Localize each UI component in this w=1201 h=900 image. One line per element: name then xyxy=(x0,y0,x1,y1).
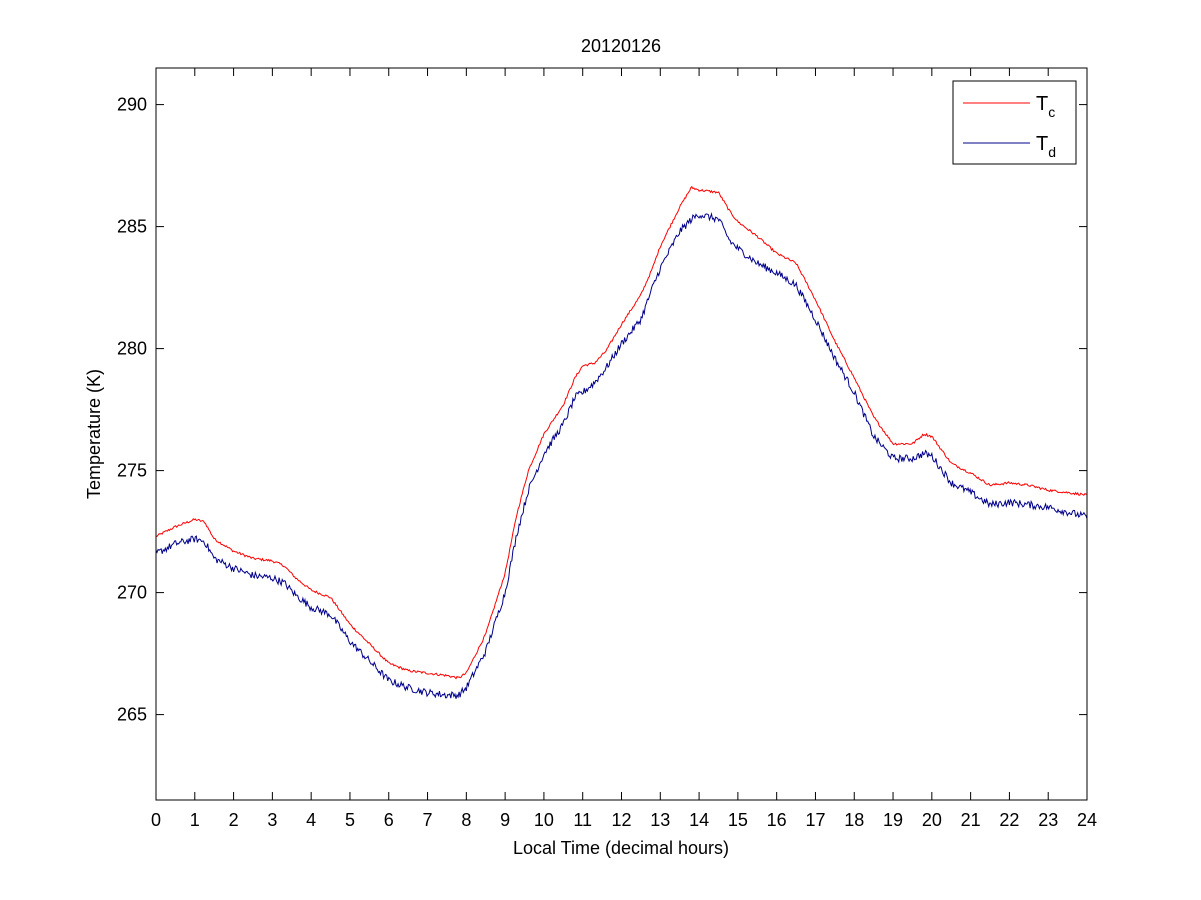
y-tick-label: 280 xyxy=(117,339,147,359)
y-tick-label: 270 xyxy=(117,583,147,603)
chart-title: 20120126 xyxy=(581,36,661,56)
legend: Tc Td xyxy=(952,80,1077,165)
x-tick-label: 4 xyxy=(306,810,316,830)
x-tick-label: 13 xyxy=(650,810,670,830)
x-tick-label: 21 xyxy=(961,810,981,830)
x-tick-label: 12 xyxy=(611,810,631,830)
x-axis-ticks: 0 1 2 3 4 5 6 7 8 9 10 11 12 13 14 15 16 17 18 19 20 21 22 23 24 xyxy=(151,68,1097,830)
y-tick-label: 290 xyxy=(117,95,147,115)
y-tick-label: 285 xyxy=(117,217,147,237)
x-tick-label: 23 xyxy=(1038,810,1058,830)
x-tick-label: 11 xyxy=(573,810,592,830)
x-axis-label: Local Time (decimal hours) xyxy=(513,838,729,858)
series-layer xyxy=(155,185,1088,699)
x-tick-label: 5 xyxy=(345,810,355,830)
series-line-tc xyxy=(155,185,1088,680)
x-tick-label: 19 xyxy=(883,810,903,830)
series-line-td xyxy=(155,211,1088,699)
legend-label-td: Td xyxy=(1036,133,1056,160)
x-tick-label: 14 xyxy=(689,810,709,830)
x-tick-label: 16 xyxy=(767,810,787,830)
x-tick-label: 0 xyxy=(151,810,161,830)
y-tick-label: 265 xyxy=(117,705,147,725)
x-tick-label: 15 xyxy=(728,810,748,830)
legend-box xyxy=(952,80,1077,165)
plot-area xyxy=(156,68,1087,800)
y-axis-label: Temperature (K) xyxy=(84,369,104,499)
x-tick-label: 17 xyxy=(805,810,825,830)
x-tick-label: 10 xyxy=(534,810,554,830)
x-tick-label: 9 xyxy=(500,810,510,830)
y-tick-label: 275 xyxy=(117,461,147,481)
x-tick-label: 2 xyxy=(229,810,239,830)
x-tick-label: 7 xyxy=(423,810,433,830)
x-tick-label: 3 xyxy=(267,810,277,830)
x-tick-label: 18 xyxy=(844,810,864,830)
x-tick-label: 24 xyxy=(1077,810,1097,830)
x-tick-label: 6 xyxy=(384,810,394,830)
y-axis-ticks: 265 270 275 280 285 290 xyxy=(117,95,1087,725)
legend-label-tc: Tc xyxy=(1036,93,1055,120)
x-tick-label: 1 xyxy=(190,810,200,830)
x-tick-label: 8 xyxy=(461,810,471,830)
x-tick-label: 22 xyxy=(999,810,1019,830)
x-tick-label: 20 xyxy=(922,810,942,830)
